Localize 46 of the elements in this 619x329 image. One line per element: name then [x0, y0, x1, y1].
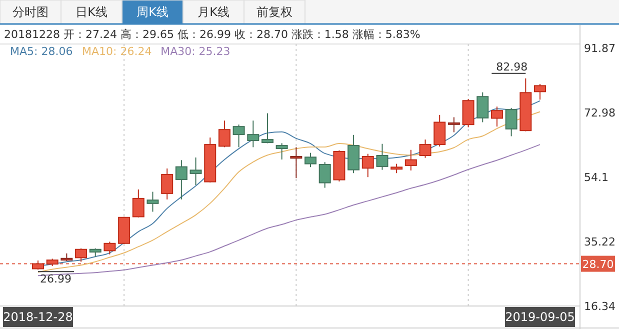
candlestick: [404, 149, 417, 171]
candlestick: [376, 143, 388, 170]
candlestick: [276, 142, 288, 160]
candlestick: [534, 84, 546, 100]
text: 月K线: [198, 5, 230, 19]
annotation: 82.98: [496, 60, 528, 74]
annotation: 26.99: [40, 272, 72, 286]
candlestick: [505, 107, 518, 137]
candlestick: [175, 160, 188, 200]
ref-line-label: 28.70: [582, 258, 614, 271]
text: MA5: 28.06: [10, 45, 73, 58]
y-tick-label: 54.1: [584, 171, 608, 184]
candlestick: [318, 162, 331, 188]
candlestick: [448, 116, 460, 133]
candlestick: [75, 248, 88, 262]
candlestick: [434, 114, 446, 148]
chart-title: 20181228 开：27.24 高：29.65 低：26.99 收：28.70 涨跌：1.58 涨幅：5.83%: [4, 28, 420, 41]
candlestick: [390, 163, 403, 174]
text: MA30: 25.23: [160, 45, 230, 58]
y-tick-label: 72.98: [584, 106, 616, 120]
candlestick: [190, 156, 202, 186]
text: 前复权: [256, 5, 292, 19]
candlestick: [261, 112, 274, 144]
candlestick: [304, 152, 317, 168]
candlestick: [218, 120, 230, 148]
candlestick: [161, 168, 174, 200]
text: 日K线: [76, 5, 108, 19]
candlestick: [419, 139, 432, 158]
text: 周K线: [136, 5, 168, 19]
y-tick-label: 91.87: [584, 42, 616, 55]
candlestick: [490, 106, 503, 128]
y-tick-label: 16.34: [584, 300, 616, 313]
candlestick: [362, 153, 374, 178]
candlestick: [132, 188, 144, 218]
candlestick: [462, 98, 474, 128]
candlestick: [146, 191, 159, 212]
text: 分时图: [12, 5, 48, 19]
text: MA10: 26.24: [82, 45, 152, 58]
candlestick: [290, 146, 302, 179]
candlestick: [104, 241, 116, 255]
y-tick-label: 35.22: [584, 236, 616, 249]
candlestick: [232, 124, 245, 148]
x-tick-label: 2019-09-05: [505, 310, 575, 324]
candlestick: [247, 120, 260, 148]
x-tick-label: 2018-12-28: [3, 310, 73, 324]
candlestick: [476, 92, 489, 123]
